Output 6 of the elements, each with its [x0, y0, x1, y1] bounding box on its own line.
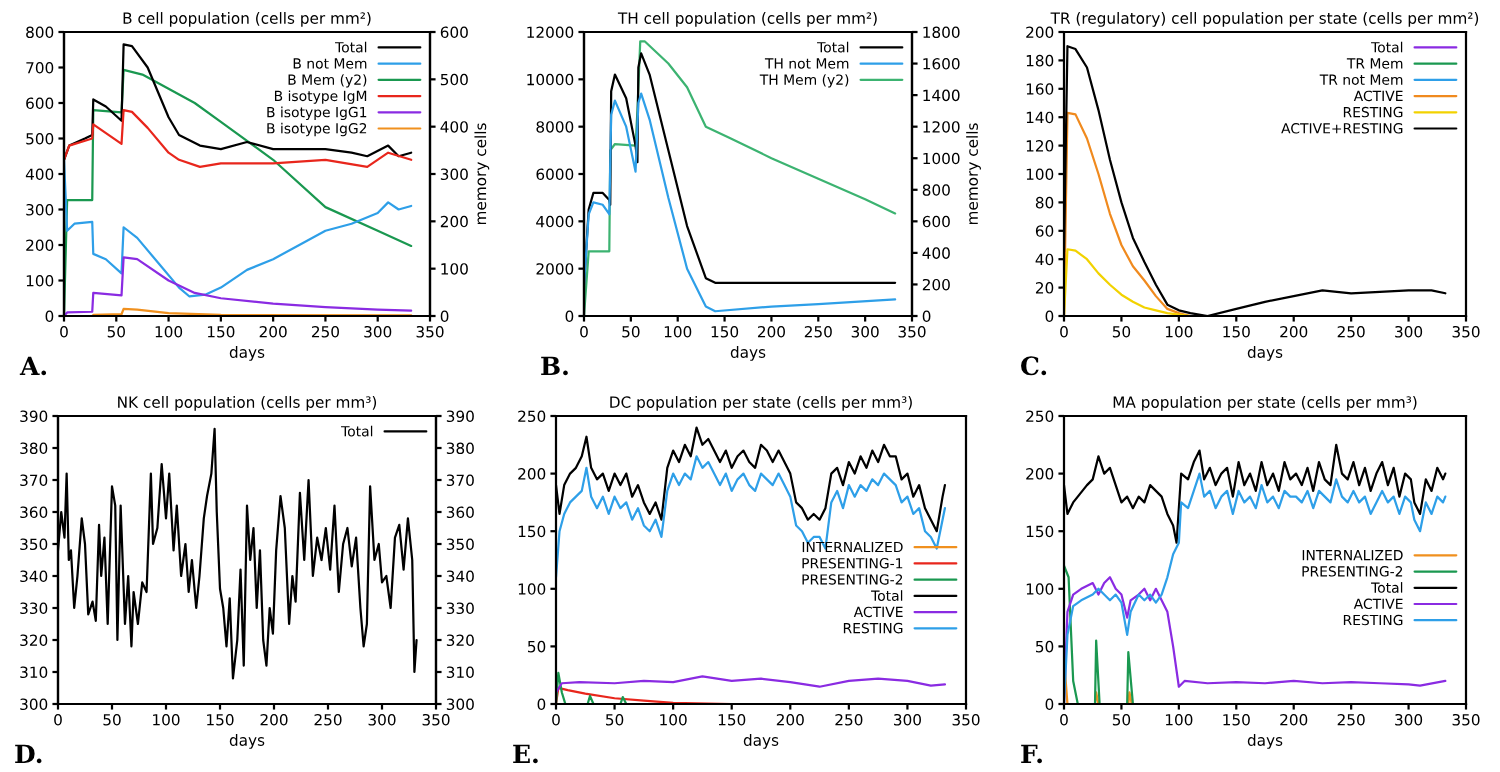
text: F.: [1021, 744, 1042, 764]
text: E.: [513, 744, 538, 764]
text: D.: [15, 744, 42, 764]
text: A.: [19, 356, 47, 376]
text: B.: [541, 356, 568, 376]
text: C.: [1021, 356, 1047, 376]
